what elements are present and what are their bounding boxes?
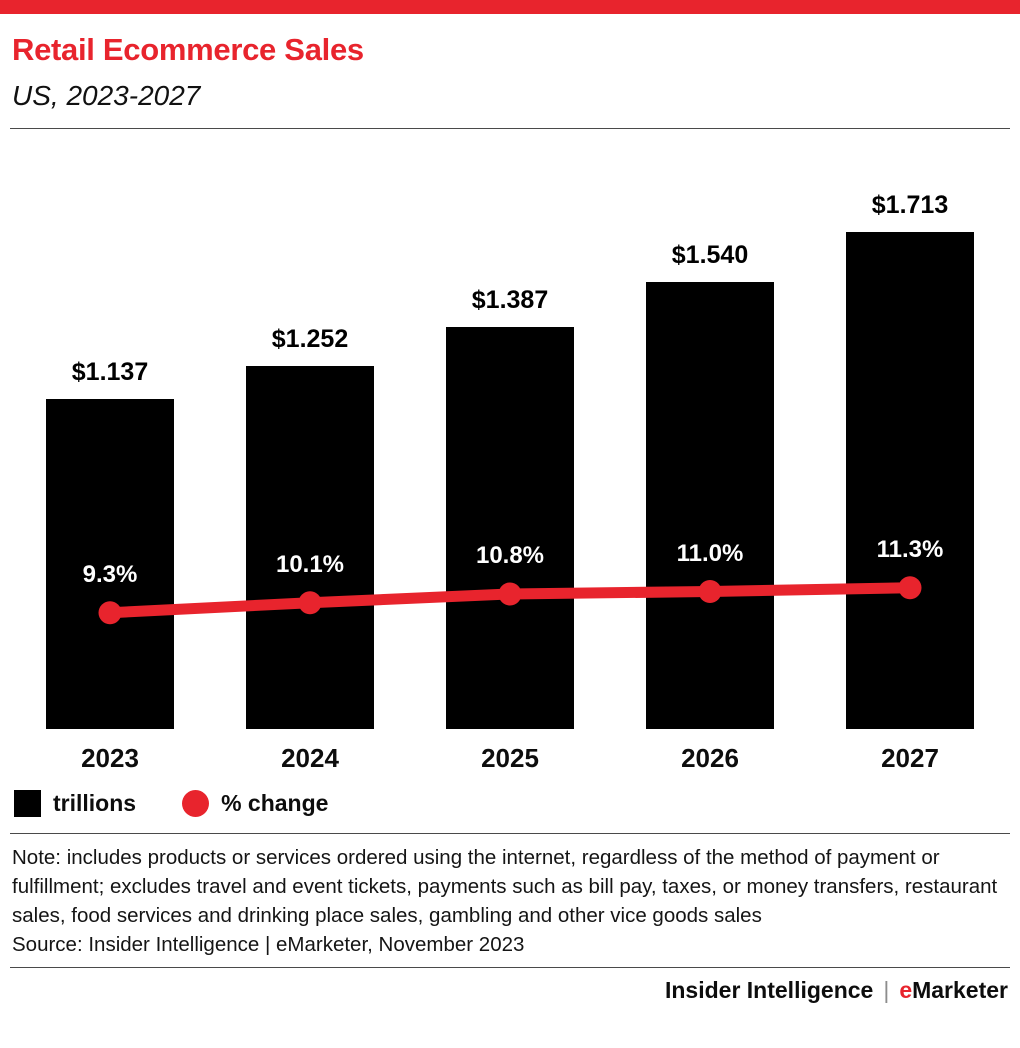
footer-brand-rest: Marketer bbox=[912, 977, 1008, 1003]
legend: trillions % change bbox=[14, 790, 1020, 817]
header: Retail Ecommerce Sales US, 2023-2027 bbox=[0, 14, 1020, 112]
line-value-label: 11.3% bbox=[876, 535, 944, 563]
page-subtitle: US, 2023-2027 bbox=[12, 80, 201, 111]
legend-bar-swatch-icon bbox=[14, 790, 41, 817]
legend-line-swatch-icon bbox=[182, 790, 210, 817]
line-value-label: 9.3% bbox=[82, 560, 138, 588]
x-axis-label: 2027 bbox=[881, 743, 939, 773]
legend-line-label: % change bbox=[221, 790, 329, 816]
footer-separator: | bbox=[883, 977, 890, 1003]
bar-value-label: $1.713 bbox=[871, 191, 949, 220]
trend-point-2023 bbox=[98, 601, 122, 625]
trend-point-2026 bbox=[698, 580, 722, 603]
bar-2027 bbox=[846, 232, 974, 729]
divider-footer bbox=[10, 967, 1010, 968]
x-axis-label: 2025 bbox=[481, 743, 539, 773]
footer-brand-left: Insider Intelligence bbox=[664, 977, 874, 1003]
bar-2023 bbox=[46, 399, 174, 729]
x-axis-label: 2026 bbox=[681, 743, 739, 773]
brand-top-bar bbox=[0, 0, 1020, 14]
bar-2024 bbox=[246, 365, 374, 729]
line-value-label: 10.8% bbox=[475, 542, 545, 569]
bar-value-label: $1.137 bbox=[71, 358, 149, 387]
page-title: Retail Ecommerce Sales bbox=[12, 32, 364, 67]
footer-branding: Insider Intelligence | eMarketer bbox=[0, 968, 1020, 1004]
footer-brand-e: e bbox=[899, 977, 913, 1003]
line-value-label: 11.0% bbox=[676, 539, 744, 567]
footer-brand-right: eMarketer bbox=[899, 977, 1008, 1004]
chart-note: Note: includes products or services orde… bbox=[12, 846, 998, 927]
bar-value-label: $1.540 bbox=[671, 241, 749, 270]
x-axis: 2023 2024 2025 2026 2027 bbox=[10, 729, 1010, 774]
pct-change-line bbox=[98, 576, 922, 625]
x-axis-label: 2023 bbox=[81, 743, 139, 773]
bar-value-label: $1.387 bbox=[471, 285, 549, 314]
chart-plot: $1.137 9.3% $1.252 10.1% $1.387 10.8% $1.540 11… bbox=[10, 159, 1010, 729]
bar-2025 bbox=[446, 326, 574, 729]
divider-header bbox=[10, 128, 1010, 129]
chart-source: Source: Insider Intelligence | eMarketer… bbox=[12, 933, 525, 956]
legend-bar-label: trillions bbox=[53, 790, 137, 816]
trend-point-2024 bbox=[298, 591, 322, 615]
trend-point-2025 bbox=[498, 582, 522, 606]
line-value-label: 10.1% bbox=[275, 550, 345, 578]
bar-2026 bbox=[646, 282, 774, 729]
x-axis-label: 2024 bbox=[281, 743, 339, 773]
trend-point-2027 bbox=[898, 576, 922, 600]
bar-value-label: $1.252 bbox=[271, 324, 349, 353]
divider-note bbox=[10, 833, 1010, 834]
